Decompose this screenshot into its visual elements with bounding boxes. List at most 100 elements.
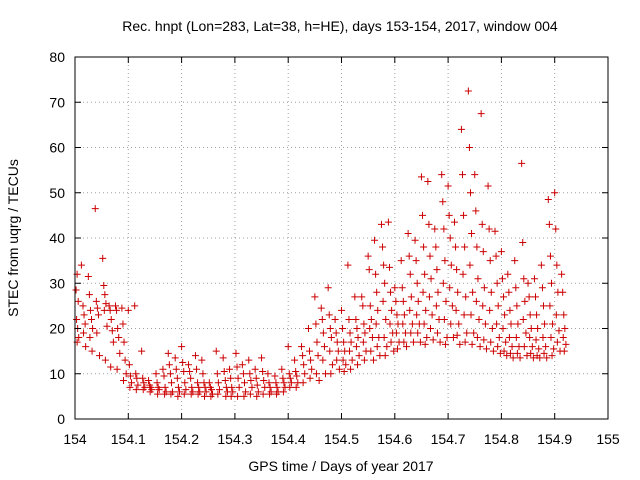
data-point — [399, 320, 407, 328]
data-point — [467, 311, 475, 319]
data-point — [245, 356, 253, 364]
data-point — [526, 311, 534, 319]
data-point — [479, 302, 487, 310]
data-point — [507, 320, 515, 328]
data-point — [387, 288, 395, 296]
data-point — [497, 248, 505, 256]
data-point — [96, 352, 104, 360]
data-point — [491, 227, 499, 235]
data-point — [392, 297, 400, 305]
data-point — [536, 354, 544, 362]
data-point — [508, 343, 516, 351]
data-point — [420, 320, 428, 328]
x-tick-label: 154.5 — [324, 431, 359, 447]
data-point — [532, 293, 540, 301]
data-point — [125, 361, 133, 369]
data-point — [161, 383, 169, 391]
data-point — [424, 177, 432, 185]
data-point — [246, 390, 254, 398]
data-point — [496, 349, 504, 357]
data-point — [235, 383, 243, 391]
data-point — [562, 340, 570, 348]
data-point — [381, 352, 389, 360]
data-point — [145, 377, 153, 385]
data-point — [319, 329, 327, 337]
data-point — [107, 315, 115, 323]
data-point — [453, 331, 461, 339]
data-point — [89, 325, 97, 332]
data-point — [416, 338, 424, 346]
data-point — [366, 325, 374, 332]
data-point — [314, 352, 322, 360]
data-point — [220, 367, 228, 375]
data-point — [461, 338, 469, 346]
data-point — [446, 234, 454, 242]
data-point — [429, 336, 437, 344]
data-point — [478, 220, 486, 228]
data-point — [487, 338, 495, 346]
data-point — [174, 392, 182, 400]
data-point — [505, 334, 513, 342]
data-point — [553, 261, 561, 269]
data-point — [271, 372, 279, 380]
data-point — [560, 347, 568, 355]
data-point — [331, 315, 339, 323]
data-point — [380, 334, 388, 342]
data-point — [431, 225, 439, 233]
data-point — [539, 334, 547, 342]
data-point — [164, 349, 172, 357]
data-point — [108, 327, 116, 335]
data-point — [86, 334, 94, 342]
data-point — [115, 334, 123, 342]
data-point — [388, 306, 396, 314]
data-point — [520, 343, 528, 351]
x-tick-label: 155 — [596, 431, 620, 447]
x-tick-label: 154.7 — [431, 431, 466, 447]
data-point — [387, 338, 395, 346]
y-tick-labels: 0 10 20 30 40 50 60 70 80 — [49, 49, 65, 427]
data-point — [441, 340, 449, 348]
data-point — [342, 361, 350, 369]
data-point — [447, 320, 455, 328]
data-point — [284, 343, 292, 351]
data-point — [443, 334, 451, 342]
data-point — [439, 198, 447, 206]
data-point — [516, 354, 524, 362]
data-point — [122, 370, 130, 378]
data-point — [458, 171, 466, 179]
data-point — [543, 354, 551, 362]
x-tick-label: 154.8 — [484, 431, 519, 447]
data-point — [521, 297, 529, 305]
data-point — [465, 144, 473, 151]
data-point — [420, 243, 428, 251]
x-tick-label: 154.4 — [271, 431, 306, 447]
data-point — [466, 189, 474, 197]
data-point — [540, 302, 548, 310]
data-point — [503, 352, 511, 360]
data-point — [447, 261, 455, 269]
data-point — [155, 386, 163, 394]
data-point — [421, 270, 429, 278]
data-point — [463, 329, 471, 337]
data-point — [99, 254, 107, 262]
data-point — [320, 343, 328, 351]
data-point — [113, 365, 121, 373]
data-point — [555, 327, 563, 335]
data-point — [118, 304, 126, 312]
data-point — [512, 334, 520, 342]
grid-lines — [75, 57, 608, 419]
data-point — [484, 182, 492, 190]
data-point — [468, 340, 476, 348]
data-point — [548, 279, 556, 287]
data-point — [238, 361, 246, 369]
data-point — [194, 379, 202, 387]
data-point — [419, 211, 427, 219]
data-point — [422, 306, 430, 314]
data-point — [448, 302, 456, 310]
data-point — [285, 370, 293, 378]
data-point — [552, 311, 560, 319]
data-point — [234, 392, 242, 400]
data-point — [365, 266, 373, 274]
data-point — [92, 297, 100, 305]
data-point — [167, 390, 175, 398]
